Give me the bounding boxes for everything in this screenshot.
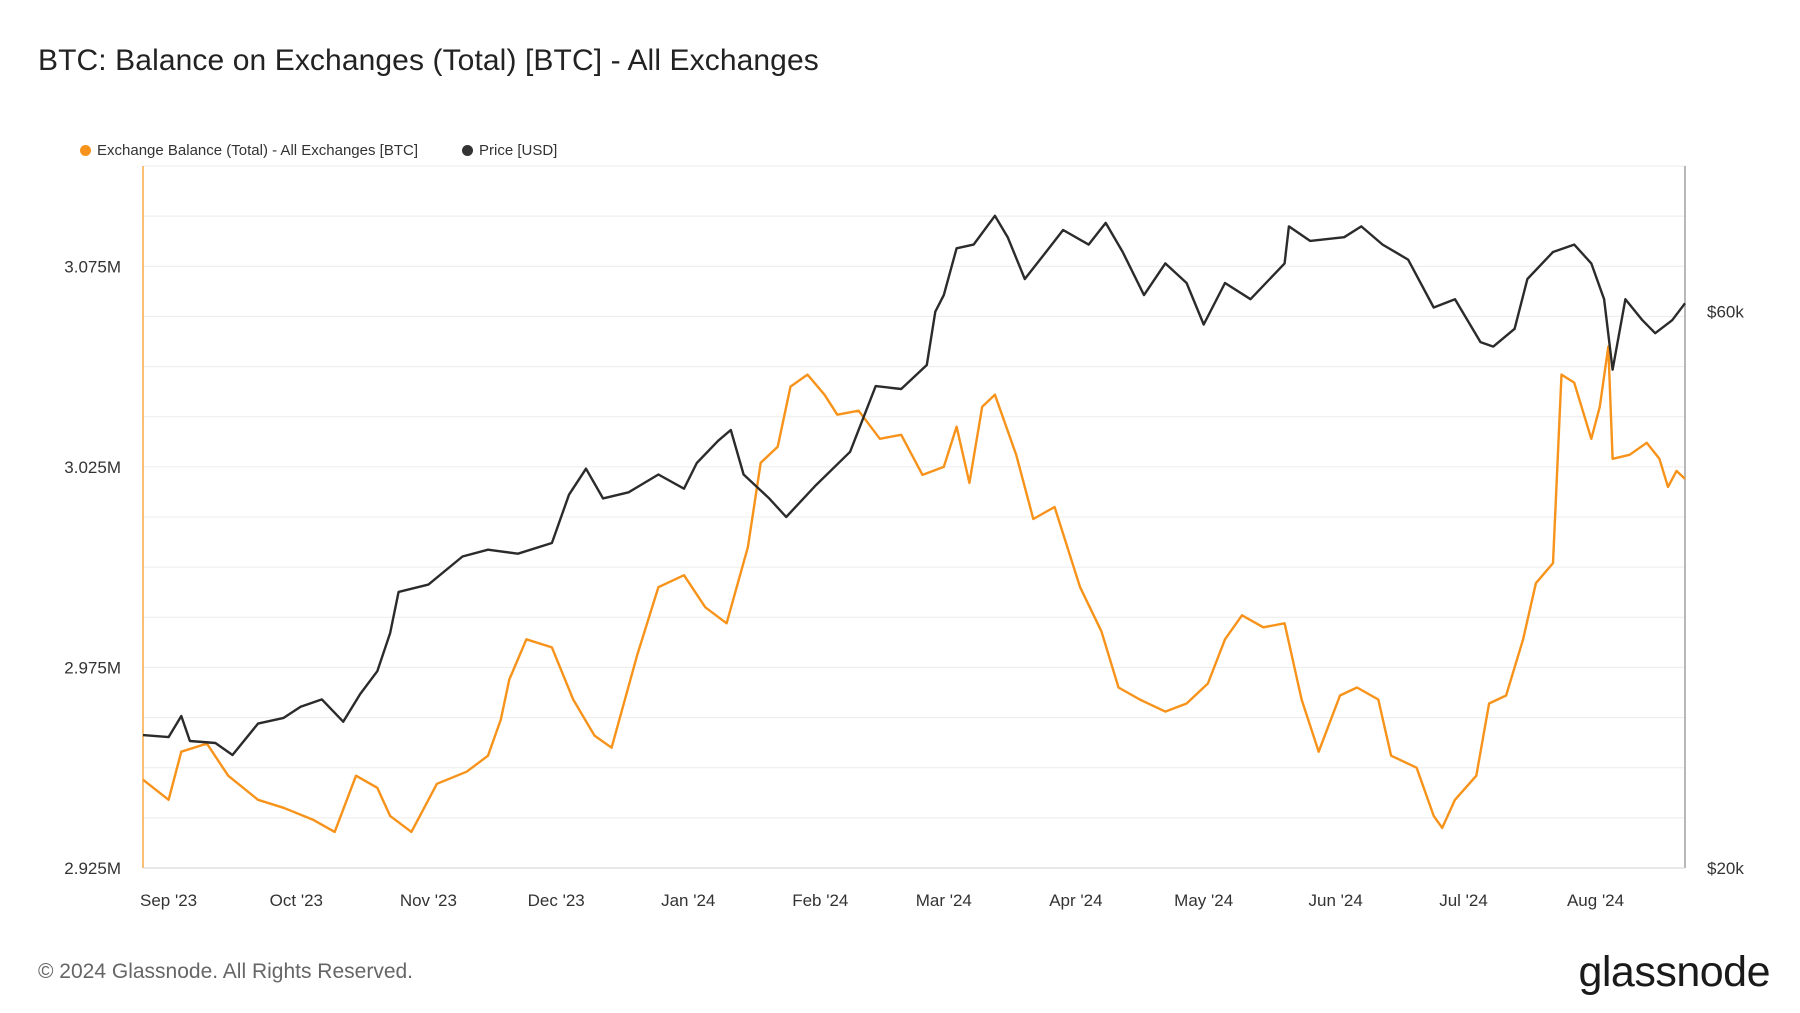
x-tick-label: Feb '24 bbox=[792, 891, 848, 910]
y-left-tick-label: 3.075M bbox=[64, 257, 121, 276]
x-tick-label: Nov '23 bbox=[400, 891, 457, 910]
x-tick-label: Dec '23 bbox=[528, 891, 585, 910]
legend-swatch-balance bbox=[80, 145, 91, 156]
glassnode-logo[interactable]: glassnode bbox=[1578, 948, 1770, 996]
series-line-price bbox=[142, 214, 1686, 757]
x-tick-label: Apr '24 bbox=[1049, 891, 1102, 910]
tick-labels: 2.925M 2.975M 3.025M 3.075M $20k $60k Sep '23 O… bbox=[64, 257, 1744, 910]
x-tick-label: Sep '23 bbox=[140, 891, 197, 910]
copyright-footer: © 2024 Glassnode. All Rights Reserved. bbox=[38, 960, 414, 983]
x-tick-label: Aug '24 bbox=[1567, 891, 1624, 910]
x-tick-label: Oct '23 bbox=[270, 891, 323, 910]
x-tick-label: Jul '24 bbox=[1439, 891, 1488, 910]
y-left-tick-label: 2.975M bbox=[64, 658, 121, 677]
series-line-exchange-balance bbox=[142, 345, 1686, 834]
series-lines bbox=[142, 214, 1686, 834]
chart-title: BTC: Balance on Exchanges (Total) [BTC] … bbox=[38, 44, 819, 77]
legend-swatch-price bbox=[462, 145, 473, 156]
legend-item-balance[interactable]: Exchange Balance (Total) - All Exchanges… bbox=[80, 142, 418, 159]
y-left-tick-label: 2.925M bbox=[64, 859, 121, 878]
x-tick-label: Mar '24 bbox=[916, 891, 972, 910]
x-tick-label: Jun '24 bbox=[1309, 891, 1363, 910]
y-left-tick-label: 3.025M bbox=[64, 458, 121, 477]
x-tick-label: Jan '24 bbox=[661, 891, 715, 910]
gridlines bbox=[143, 165, 1685, 869]
y-right-tick-label: $20k bbox=[1707, 859, 1744, 878]
x-tick-label: May '24 bbox=[1174, 891, 1233, 910]
legend-label-balance: Exchange Balance (Total) - All Exchanges… bbox=[97, 142, 418, 159]
y-right-tick-label: $60k bbox=[1707, 303, 1744, 322]
legend-label-price: Price [USD] bbox=[479, 142, 558, 159]
axes bbox=[142, 166, 1686, 869]
chart-legend: Exchange Balance (Total) - All Exchanges… bbox=[80, 142, 557, 159]
legend-item-price[interactable]: Price [USD] bbox=[462, 142, 557, 159]
